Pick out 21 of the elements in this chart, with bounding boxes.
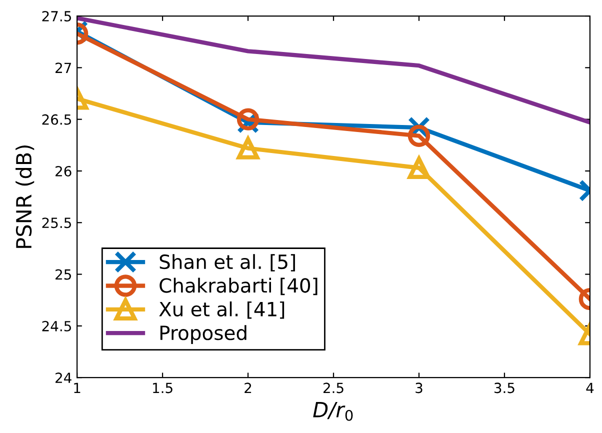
- x-tick-label: 2: [244, 382, 252, 393]
- y-tick-label: 27.5: [42, 10, 71, 22]
- y-tick-label: 27: [56, 62, 72, 73]
- y-tick-label: 24.5: [42, 320, 71, 332]
- x-tick-label: 4: [586, 382, 594, 393]
- x-tick-label: 3: [416, 382, 422, 394]
- x-tick-label: 1: [74, 382, 80, 393]
- x-axis-title: D/r$_{0}$: [313, 402, 353, 421]
- x-tick-label: 2.5: [323, 382, 344, 394]
- y-tick-label: 25: [56, 269, 71, 280]
- y-axis-title: PSNR (dB): [16, 145, 34, 248]
- x-tick-label: 3.5: [494, 382, 514, 394]
- legend-label: Chakrabarti [40]: [160, 278, 318, 296]
- legend-label: Shan et al. [5]: [160, 254, 295, 272]
- y-tick-label: 26: [56, 166, 72, 176]
- y-tick-label: 24: [56, 372, 72, 383]
- y-tick-label: 25.5: [42, 218, 71, 228]
- x-tick-label: 1.5: [153, 382, 172, 394]
- y-tick-label: 26.5: [42, 114, 71, 125]
- legend-label: Proposed: [160, 325, 246, 344]
- legend-label: Xu et al. [41]: [159, 301, 284, 319]
